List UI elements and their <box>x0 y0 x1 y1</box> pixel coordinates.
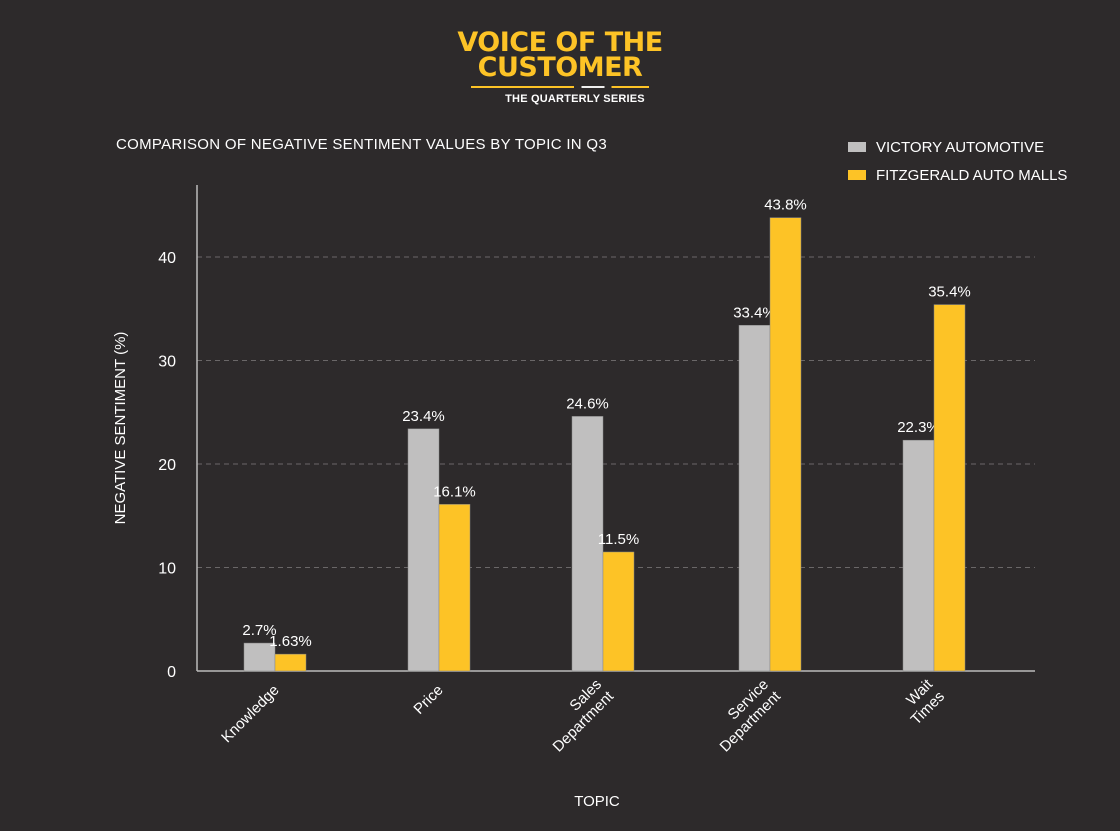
y-tick-label: 40 <box>158 250 176 267</box>
y-tick-label: 20 <box>158 457 176 474</box>
logo-line1: VOICE OF THE <box>457 27 663 58</box>
data-label: 35.4% <box>928 284 971 301</box>
legend-swatch <box>848 170 866 180</box>
logo-line2: CUSTOMER <box>477 52 643 83</box>
data-label: 16.1% <box>433 483 476 500</box>
data-label: 43.8% <box>764 197 807 214</box>
x-axis-label: TOPIC <box>574 793 620 810</box>
logo: VOICE OF THE CUSTOMER THE QUARTERLY SERI… <box>440 27 680 105</box>
logo-rule <box>471 86 649 88</box>
bar-victory <box>738 325 771 672</box>
bar-victory <box>902 439 935 672</box>
bar-victory <box>571 416 604 672</box>
legend-item-1: FITZGERALD AUTO MALLS <box>848 161 1067 189</box>
x-tick-label: WaitTimes <box>895 675 948 728</box>
bar-fitzgerald <box>769 217 802 672</box>
data-label: 33.4% <box>733 304 776 321</box>
legend-label: VICTORY AUTOMOTIVE <box>876 138 1045 156</box>
data-label: 24.6% <box>566 395 609 412</box>
bar-fitzgerald <box>438 504 471 672</box>
legend-swatch <box>848 142 866 152</box>
data-label: 22.3% <box>897 419 940 436</box>
data-label: 23.4% <box>402 408 445 425</box>
bar-victory <box>407 428 440 672</box>
legend-item-0: VICTORY AUTOMOTIVE <box>848 133 1067 161</box>
data-label: 11.5% <box>598 531 639 548</box>
bar-fitzgerald <box>602 551 635 672</box>
legend-label: FITZGERALD AUTO MALLS <box>876 166 1068 184</box>
x-tick-label: Knowledge <box>218 682 283 747</box>
x-tick-label: SalesDepartment <box>538 675 618 755</box>
data-label: 2.7% <box>242 622 276 639</box>
y-tick-label: 10 <box>158 561 176 578</box>
y-axis-label: NEGATIVE SENTIMENT (%) <box>112 332 129 525</box>
y-tick-label: 0 <box>167 664 176 681</box>
logo-subtitle: THE QUARTERLY SERIES <box>505 93 645 105</box>
chart-title: COMPARISON OF NEGATIVE SENTIMENT VALUES … <box>116 136 608 153</box>
x-tick-label: Price <box>410 682 446 718</box>
data-label: 1.63% <box>269 633 312 650</box>
legend: VICTORY AUTOMOTIVE FITZGERALD AUTO MALLS <box>848 133 1067 189</box>
bar-fitzgerald <box>274 653 307 672</box>
y-tick-label: 30 <box>158 354 176 371</box>
bar-fitzgerald <box>933 304 966 672</box>
x-tick-label: ServiceDepartment <box>705 675 785 755</box>
